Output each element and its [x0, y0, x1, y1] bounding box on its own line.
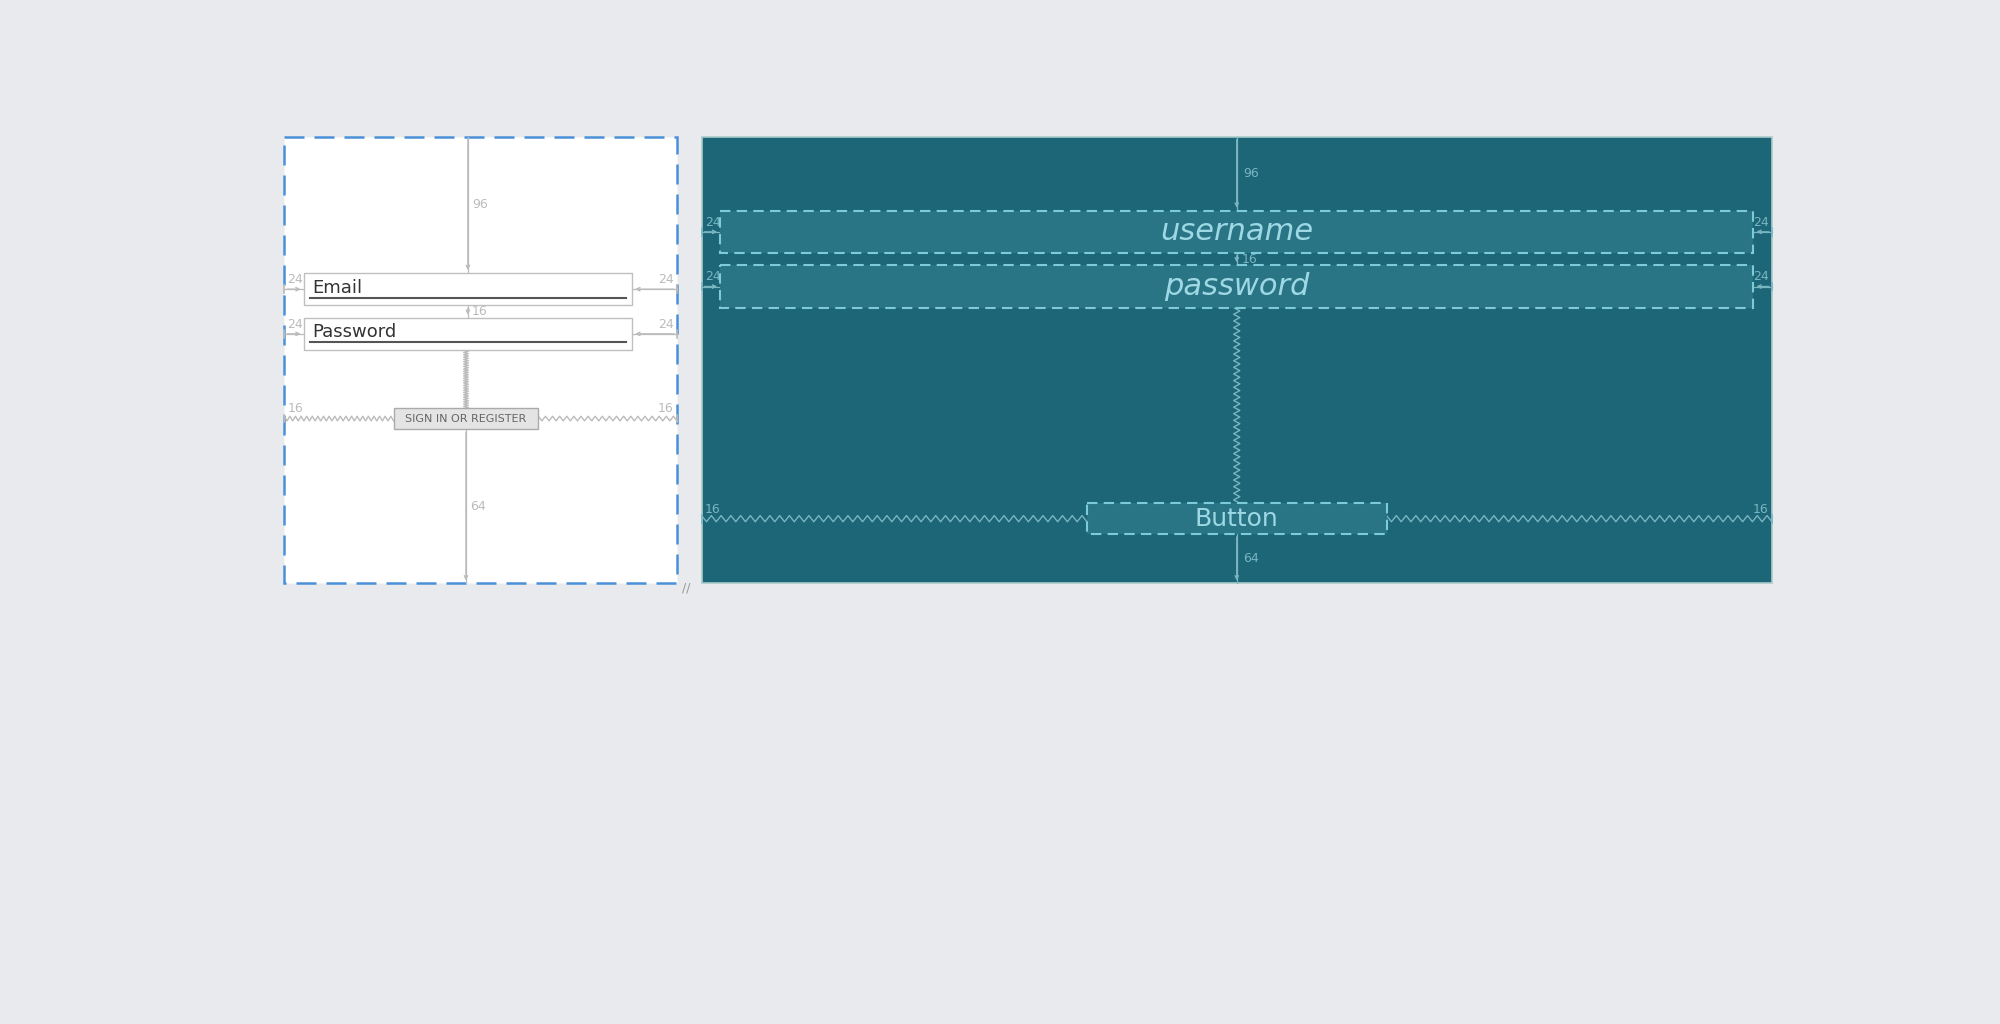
Text: 16: 16 — [1754, 503, 1768, 515]
Bar — [304, 317, 632, 350]
Text: Password: Password — [312, 324, 396, 341]
Text: username: username — [1160, 217, 1314, 247]
Text: 64: 64 — [1242, 552, 1258, 565]
Text: 16: 16 — [658, 402, 674, 416]
Text: 24: 24 — [658, 317, 674, 331]
Text: 64: 64 — [470, 500, 486, 513]
Text: password: password — [1164, 272, 1310, 301]
Text: Email: Email — [312, 279, 362, 297]
Text: 16: 16 — [472, 305, 488, 318]
Bar — [1086, 503, 1386, 535]
Text: SIGN IN OR REGISTER: SIGN IN OR REGISTER — [406, 414, 526, 424]
Text: 16: 16 — [288, 402, 304, 416]
Text: 24: 24 — [704, 216, 720, 228]
Text: Button: Button — [1194, 507, 1278, 530]
Text: 24: 24 — [1754, 216, 1768, 228]
Text: 96: 96 — [472, 199, 488, 211]
Text: 24: 24 — [704, 270, 720, 284]
Bar — [720, 211, 1754, 253]
Text: 24: 24 — [288, 273, 304, 286]
Bar — [720, 265, 1754, 307]
Bar — [304, 273, 632, 305]
Text: 96: 96 — [1242, 167, 1258, 180]
Text: //: // — [682, 582, 690, 595]
Bar — [284, 137, 676, 584]
Text: 16: 16 — [1242, 253, 1258, 265]
Text: 24: 24 — [1754, 270, 1768, 284]
Text: 24: 24 — [288, 317, 304, 331]
Bar — [702, 137, 1772, 584]
Text: 24: 24 — [658, 273, 674, 286]
Text: 16: 16 — [704, 503, 720, 515]
Bar — [394, 408, 538, 429]
